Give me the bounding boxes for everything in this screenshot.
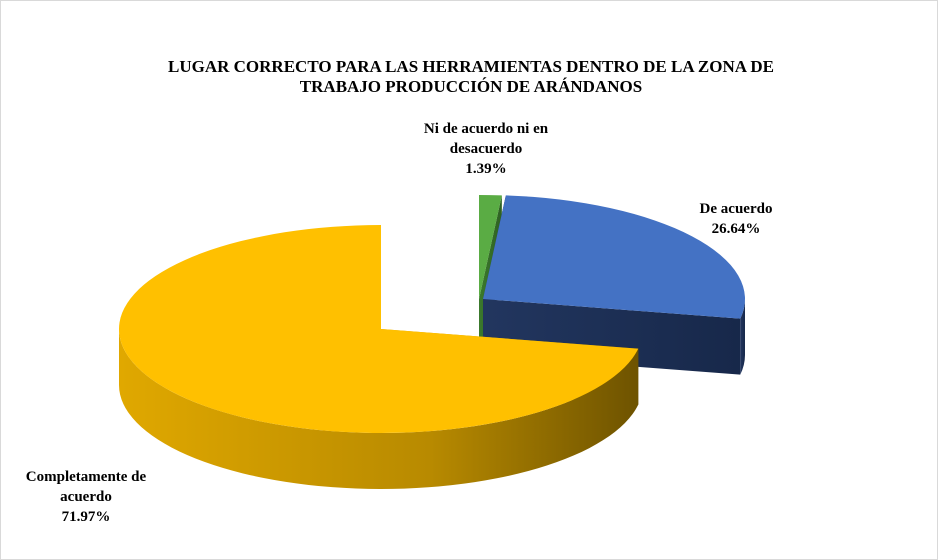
data-label: Ni de acuerdo ni en desacuerdo 1.39% — [401, 119, 571, 179]
slice — [483, 195, 745, 319]
data-label: De acuerdo 26.64% — [661, 199, 811, 239]
data-label: Completamente de acuerdo 71.97% — [1, 467, 171, 527]
slice — [118, 225, 639, 433]
category-label: Completamente de acuerdo — [25, 469, 147, 505]
category-label: Ni de acuerdo ni en desacuerdo — [423, 121, 549, 157]
slice-side — [119, 329, 639, 489]
chart-title: LUGAR CORRECTO PARA LAS HERRAMIENTAS DEN… — [168, 57, 774, 96]
category-label: De acuerdo — [699, 201, 773, 217]
value-label: 26.64% — [711, 221, 761, 237]
slice — [479, 195, 502, 299]
slice-side — [740, 299, 745, 375]
value-label: 1.39% — [465, 161, 507, 177]
value-label: 71.97% — [61, 509, 111, 525]
